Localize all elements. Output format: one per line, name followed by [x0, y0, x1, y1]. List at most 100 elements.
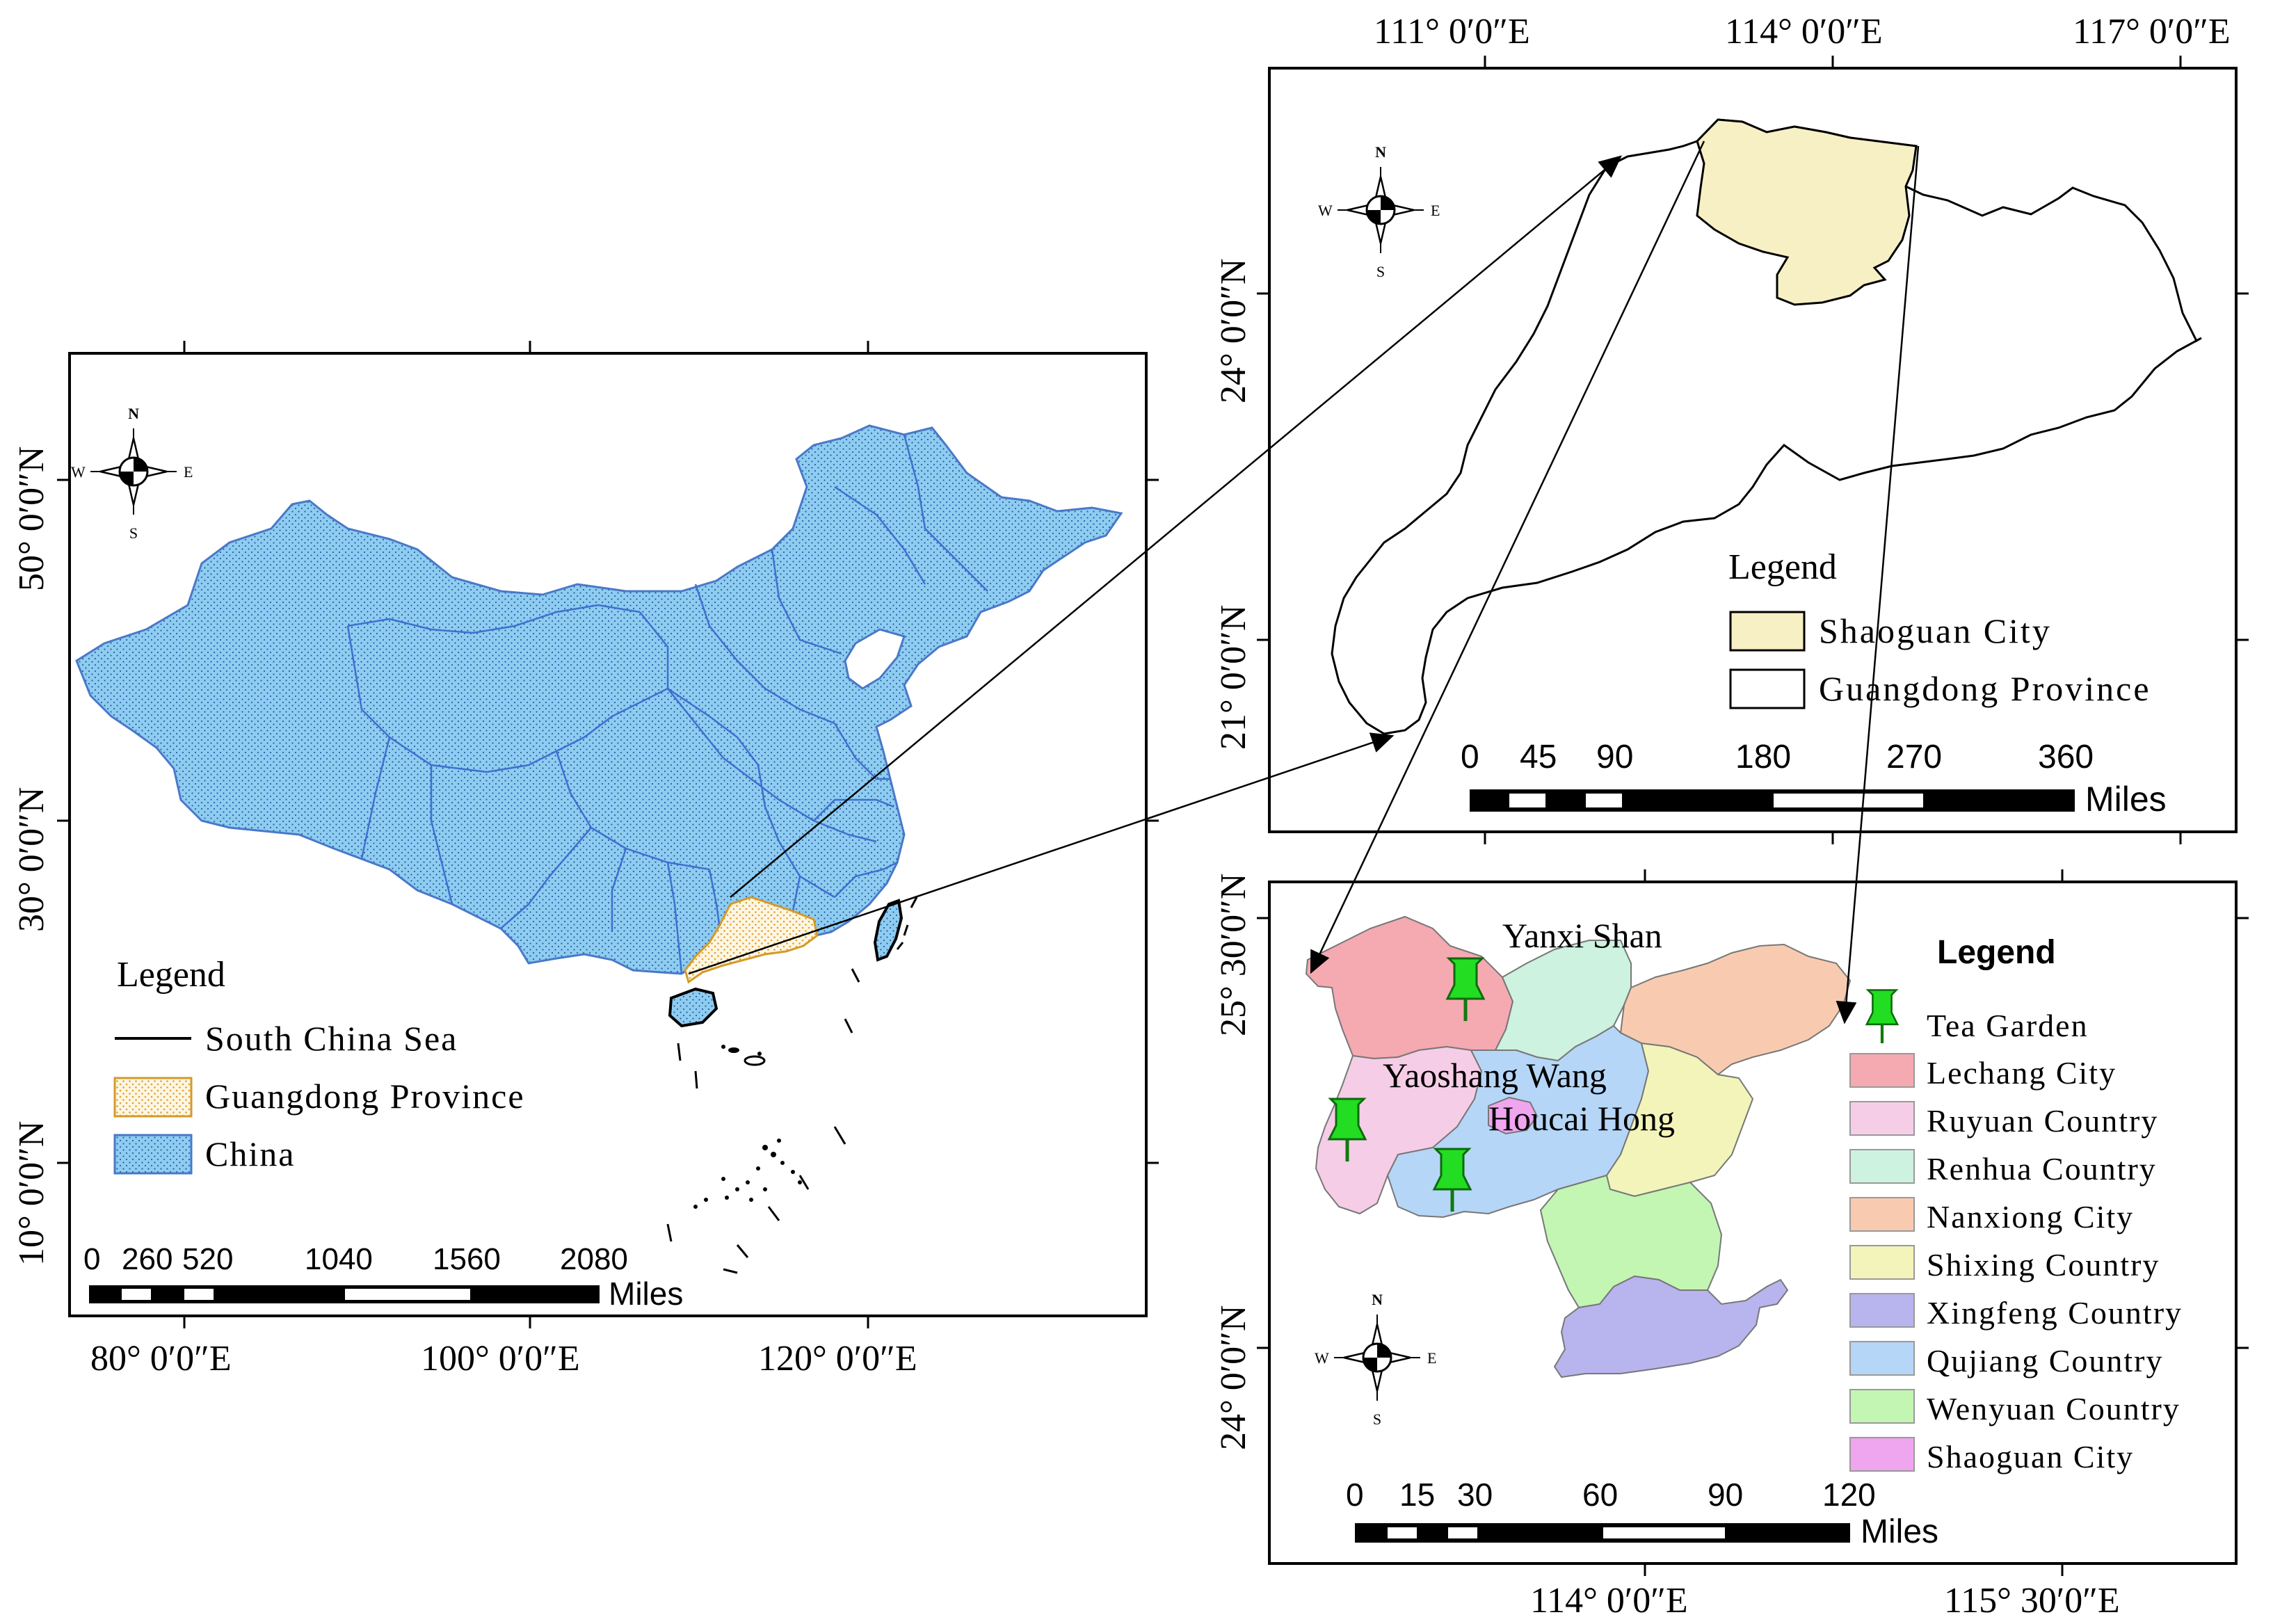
- legend-item-xingfeng: Xingfeng Country: [1927, 1295, 2183, 1330]
- svg-text:1560: 1560: [433, 1242, 501, 1276]
- svg-text:45: 45: [1520, 739, 1557, 775]
- legend-item-guangdong-province: Guangdong Province: [1819, 669, 2151, 708]
- china-legend-title: Legend: [117, 955, 225, 995]
- svg-text:Miles: Miles: [609, 1276, 683, 1312]
- svg-text:1040: 1040: [305, 1242, 373, 1276]
- shaoguan-compass-icon: N S E W: [1315, 1291, 1436, 1428]
- south-china-sea-lines: [666, 897, 918, 1274]
- legend-shaoguan-swatch: [1729, 611, 1806, 652]
- legend-item-south-china-sea: South China Sea: [205, 1019, 458, 1058]
- svg-text:N: N: [1372, 1291, 1383, 1308]
- guangdong-outline: [1331, 118, 2202, 735]
- svg-text:E: E: [184, 463, 193, 481]
- guangdong-compass-icon: N S E W: [1318, 143, 1440, 280]
- legend-item-ruyuan: Ruyuan Country: [1927, 1103, 2158, 1139]
- bohai-sea: [844, 628, 906, 690]
- svg-text:W: W: [1315, 1349, 1329, 1367]
- guangdong-province-area: [684, 896, 819, 984]
- legend-item-shaoguan: Shaoguan City: [1819, 611, 2052, 650]
- svg-text:90: 90: [1708, 1477, 1743, 1513]
- svg-text:W: W: [71, 463, 86, 481]
- shaoguan-graticule-labels: 114° 0′0″E 115° 30′0″E 25° 30′0″N 24° 0′…: [1214, 874, 2120, 1621]
- svg-text:0: 0: [83, 1242, 100, 1276]
- china-scale-bar: 0 260 520 1040 1560 2080 Miles: [83, 1242, 683, 1312]
- place-label-yaoshang-wang: Yaoshang Wang: [1383, 1056, 1607, 1095]
- svg-text:50° 0′0″N: 50° 0′0″N: [12, 447, 51, 591]
- province-boundaries: [346, 434, 988, 974]
- svg-text:520: 520: [182, 1242, 233, 1276]
- svg-text:N: N: [1375, 143, 1386, 161]
- svg-text:24° 0′0″N: 24° 0′0″N: [1214, 1305, 1253, 1450]
- svg-text:114° 0′0″E: 114° 0′0″E: [1530, 1581, 1688, 1621]
- svg-text:21° 0′0″N: 21° 0′0″N: [1214, 605, 1253, 750]
- shaoguan-city-area: [1696, 118, 1918, 306]
- svg-text:E: E: [1431, 202, 1440, 219]
- svg-text:60: 60: [1582, 1477, 1618, 1513]
- legend-china-swatch: [113, 1134, 193, 1175]
- svg-text:90: 90: [1596, 739, 1633, 775]
- guangdong-graticule-labels: 111° 0′0″E 114° 0′0″E 117° 0′0″E 24° 0′0…: [1214, 12, 2231, 750]
- south-china-sea-islands: [693, 1045, 802, 1209]
- guangdong-map-panel: N S E W Legend Shaoguan City Guangdong P…: [1214, 12, 2249, 844]
- svg-text:260: 260: [122, 1242, 172, 1276]
- legend-guangdong-swatch: [113, 1077, 193, 1118]
- shaoguan-city-district-area: [1488, 1096, 1539, 1135]
- svg-text:80° 0′0″E: 80° 0′0″E: [90, 1339, 232, 1378]
- svg-text:10° 0′0″N: 10° 0′0″N: [12, 1121, 51, 1266]
- svg-text:Miles: Miles: [2085, 780, 2167, 819]
- china-graticule-labels: 80° 0′0″E 100° 0′0″E 120° 0′0″E 50° 0′0″…: [12, 447, 917, 1378]
- shaoguan-map-panel: Yanxi Shan Yaoshang Wang Houcai Hong N S…: [1214, 869, 2249, 1621]
- shaoguan-legend: Legend Tea Garden Lechang City Ruyuan Co…: [1849, 934, 2183, 1474]
- china-map-panel: N S E W Legend South China Sea Guangdong…: [12, 341, 1159, 1378]
- legend-item-guangdong: Guangdong Province: [205, 1077, 525, 1116]
- shaoguan-scale-bar: 0 15 30 60 90 120 Miles: [1346, 1477, 1938, 1550]
- svg-text:117° 0′0″E: 117° 0′0″E: [2073, 12, 2231, 51]
- svg-text:120° 0′0″E: 120° 0′0″E: [758, 1339, 917, 1378]
- legend-item-china: China: [205, 1134, 295, 1173]
- svg-text:0: 0: [1346, 1477, 1364, 1513]
- legend-item-shixing: Shixing Country: [1927, 1247, 2160, 1283]
- svg-text:25° 30′0″N: 25° 30′0″N: [1214, 874, 1253, 1036]
- svg-text:360: 360: [2038, 739, 2094, 775]
- guangdong-legend-title: Legend: [1728, 547, 1837, 587]
- xingfeng-country-area: [1553, 1275, 1789, 1378]
- shaoguan-ticks: [1257, 869, 2249, 1576]
- svg-text:S: S: [1376, 263, 1385, 280]
- svg-text:111° 0′0″E: 111° 0′0″E: [1374, 12, 1530, 51]
- place-label-yanxi-shan: Yanxi Shan: [1502, 916, 1662, 955]
- china-compass-icon: N S E W: [71, 405, 193, 542]
- guangdong-ticks: [1257, 56, 2249, 844]
- svg-text:2080: 2080: [560, 1242, 628, 1276]
- connector-arrows: [688, 140, 1920, 1024]
- hainan-island: [668, 987, 718, 1028]
- svg-text:S: S: [1373, 1410, 1381, 1428]
- svg-text:W: W: [1318, 202, 1333, 219]
- svg-text:S: S: [129, 524, 138, 542]
- legend-item-tea-garden: Tea Garden: [1927, 1008, 2089, 1043]
- place-label-houcai-hong: Houcai Hong: [1488, 1099, 1675, 1138]
- svg-text:270: 270: [1886, 739, 1942, 775]
- svg-text:24° 0′0″N: 24° 0′0″N: [1214, 259, 1253, 403]
- legend-item-lechang: Lechang City: [1927, 1055, 2117, 1091]
- shaoguan-legend-title: Legend: [1937, 934, 2056, 971]
- svg-text:0: 0: [1461, 739, 1479, 775]
- svg-text:N: N: [128, 405, 139, 422]
- svg-text:E: E: [1427, 1349, 1436, 1367]
- legend-item-shaoguan-city: Shaoguan City: [1927, 1439, 2134, 1474]
- legend-item-renhua: Renhua Country: [1927, 1151, 2157, 1187]
- china-ticks: [57, 341, 1159, 1328]
- legend-item-qujiang: Qujiang Country: [1927, 1343, 2163, 1378]
- svg-text:100° 0′0″E: 100° 0′0″E: [421, 1339, 580, 1378]
- legend-item-wenyuan: Wenyuan Country: [1927, 1391, 2180, 1426]
- guangdong-scale-bar: 0 45 90 180 270 360 Miles: [1461, 739, 2167, 819]
- legend-item-nanxiong: Nanxiong City: [1927, 1199, 2134, 1235]
- svg-text:Miles: Miles: [1861, 1513, 1938, 1550]
- shaoguan-place-labels: Yanxi Shan Yaoshang Wang Houcai Hong: [1383, 916, 1675, 1138]
- legend-guangdong-swatch: [1729, 668, 1806, 709]
- taiwan-island: [873, 899, 903, 962]
- china-legend: Legend South China Sea Guangdong Provinc…: [113, 955, 525, 1175]
- wenyuan-country-area: [1539, 1174, 1723, 1309]
- guangdong-legend: Legend Shaoguan City Guangdong Province: [1728, 547, 2151, 709]
- svg-text:120: 120: [1822, 1477, 1876, 1513]
- svg-text:114° 0′0″E: 114° 0′0″E: [1725, 12, 1883, 51]
